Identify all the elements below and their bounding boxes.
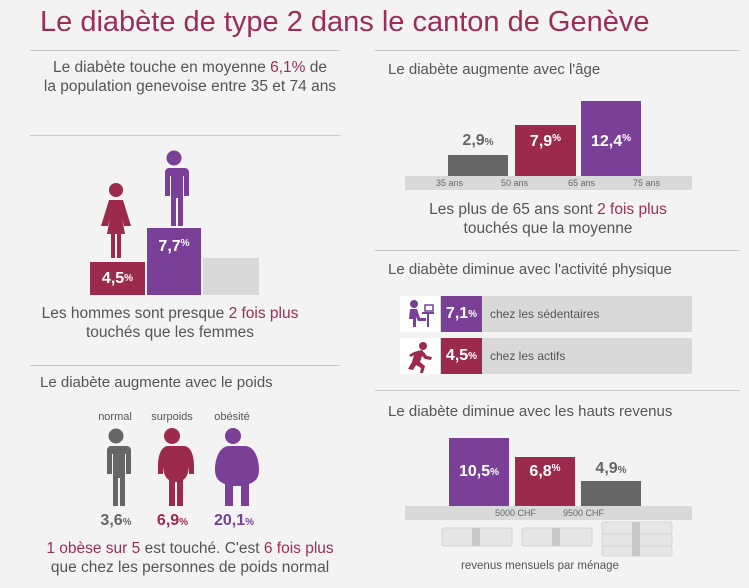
activity-icon-box bbox=[400, 338, 440, 374]
age-caption: Les plus de 65 ans sont 2 fois plus touc… bbox=[429, 201, 667, 237]
divider bbox=[30, 365, 340, 366]
weight-label: normal bbox=[98, 411, 132, 423]
age-tick: 65 ans bbox=[568, 178, 596, 188]
runner-icon bbox=[408, 342, 432, 373]
weight-heading: Le diabète augmente avec le poids bbox=[40, 374, 273, 391]
weight-value-overweight: 6,9% bbox=[156, 512, 189, 529]
divider bbox=[375, 250, 740, 251]
weight-caption: 1 obèse sur 5 est touché. C'est 6 fois p… bbox=[46, 540, 334, 576]
obese-person-icon bbox=[215, 428, 259, 506]
women-bar: 4,5% bbox=[90, 262, 145, 295]
podium-step bbox=[203, 258, 259, 295]
divider bbox=[375, 50, 740, 51]
divider bbox=[375, 390, 740, 391]
desk-worker-icon bbox=[409, 300, 434, 327]
age-tick: 50 ans bbox=[501, 178, 529, 188]
woman-icon bbox=[101, 183, 131, 258]
activity-label: chez les actifs bbox=[490, 349, 566, 363]
average-text: Le diabète touche en moyenne 6,1% de la … bbox=[43, 59, 337, 95]
weight-value-obese: 20,1% bbox=[213, 512, 255, 529]
income-bar-high bbox=[581, 481, 641, 506]
activity-heading: Le diabète diminue avec l'activité physi… bbox=[388, 261, 672, 278]
income-bar-mid: 6,8% bbox=[515, 457, 575, 506]
activity-value-sedentary: 7,1% bbox=[441, 296, 482, 332]
weight-label: obésité bbox=[214, 411, 250, 423]
weight-value-normal: 3,6% bbox=[100, 512, 132, 529]
divider bbox=[30, 135, 340, 136]
overweight-person-icon bbox=[158, 428, 194, 506]
age-tick: 35 ans bbox=[436, 178, 464, 188]
activity-value-active: 4,5% bbox=[441, 338, 482, 374]
income-axis bbox=[405, 506, 692, 520]
income-tick: 5000 CHF bbox=[495, 508, 537, 518]
age-bar-65-75: 12,4% bbox=[581, 101, 641, 176]
man-icon bbox=[163, 150, 189, 226]
income-bar-low: 10,5% bbox=[449, 438, 509, 506]
age-heading: Le diabète augmente avec l'âge bbox=[388, 61, 601, 78]
age-bar-label: 2,9% bbox=[462, 132, 494, 149]
men-bar: 7,7% bbox=[147, 228, 201, 295]
income-heading: Le diabète diminue avec les hauts revenu… bbox=[388, 403, 673, 420]
age-bar-50-65: 7,9% bbox=[515, 125, 576, 176]
weight-label: surpoids bbox=[151, 411, 193, 423]
income-caption: revenus mensuels par ménage bbox=[461, 560, 619, 572]
page-title: Le diabète de type 2 dans le canton de G… bbox=[40, 6, 650, 38]
age-bar-35-50 bbox=[448, 155, 508, 176]
income-bar-label: 4,9% bbox=[595, 460, 627, 477]
gender-caption: Les hommes sont presque 2 fois plus touc… bbox=[41, 305, 299, 341]
normal-weight-person-icon bbox=[105, 428, 131, 506]
activity-label: chez les sédentaires bbox=[490, 307, 600, 321]
age-tick: 75 ans bbox=[633, 178, 661, 188]
activity-icon-box bbox=[400, 296, 440, 332]
age-axis bbox=[405, 176, 692, 190]
divider bbox=[30, 50, 340, 51]
money-stack-icon bbox=[441, 521, 673, 557]
income-tick: 9500 CHF bbox=[563, 508, 605, 518]
